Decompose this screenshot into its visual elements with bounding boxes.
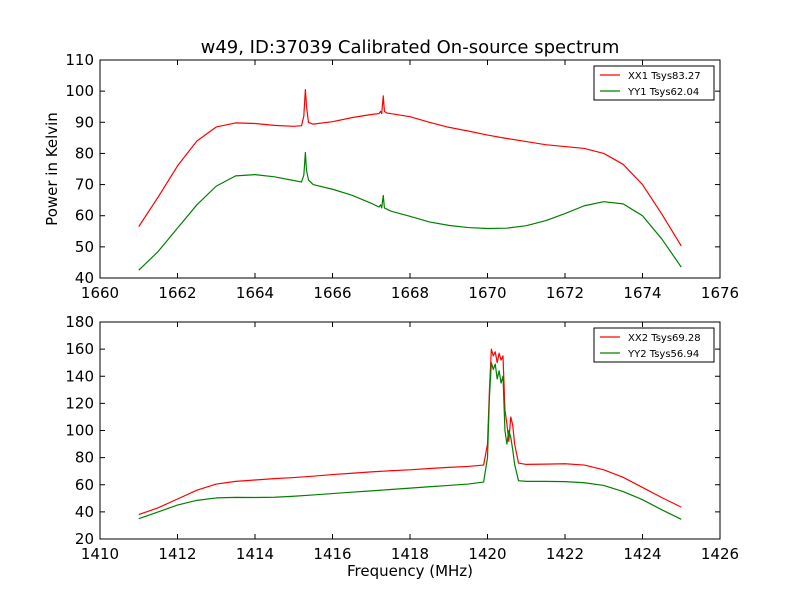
- x-tick-label: 1414: [236, 545, 274, 563]
- y-tick-label: 100: [65, 422, 94, 440]
- y-axis-label: Power in Kelvin: [43, 112, 61, 226]
- y-tick-label: 80: [75, 449, 94, 467]
- x-tick-label: 1674: [623, 284, 661, 302]
- x-tick-label: 1668: [391, 284, 429, 302]
- y-tick-label: 50: [75, 238, 94, 256]
- y-tick-label: 60: [75, 207, 94, 225]
- legend-box: [593, 65, 715, 101]
- x-tick-label: 1426: [701, 545, 739, 563]
- y-tick-label: 90: [75, 113, 94, 131]
- plot-1: 1660 1662 1664 1666 1668 1670 1672 1674 1676 40 50…: [43, 51, 739, 302]
- y-tick-label: 40: [75, 269, 94, 287]
- x-tick-label: 1676: [701, 284, 739, 302]
- y-tick-label: 100: [65, 82, 94, 100]
- x-axis-label: Frequency (MHz): [347, 562, 473, 580]
- x-tick-label: 1416: [313, 545, 351, 563]
- legend-label: YY2 Tsys56.94: [627, 349, 699, 360]
- y-tick-label: 110: [65, 51, 94, 69]
- x-tick-label: 1666: [313, 284, 351, 302]
- x-tick-label: 1672: [546, 284, 584, 302]
- plot-2: 1410 1412 1414 1416 1418 1420 1422 1424 1426 20 40…: [65, 313, 739, 580]
- series-line-1: [138, 348, 682, 516]
- figure-title: w49, ID:37039 Calibrated On-source spect…: [201, 37, 620, 58]
- y-tick-label: 140: [65, 367, 94, 385]
- y-tick-label: 80: [75, 144, 94, 162]
- x-tick-label: 1412: [158, 545, 196, 563]
- y-tick-label: 120: [65, 394, 94, 412]
- legend: XX1 Tsys83.27 YY1 Tsys62.04: [593, 65, 715, 101]
- y-tick-label: 180: [65, 313, 94, 331]
- x-tick-label: 1424: [623, 545, 661, 563]
- x-tick-label: 1410: [81, 545, 119, 563]
- x-tick-label: 1422: [546, 545, 584, 563]
- y-tick-label: 60: [75, 476, 94, 494]
- x-tick-label: 1662: [158, 284, 196, 302]
- x-tick-label: 1418: [391, 545, 429, 563]
- series-line-2: [138, 151, 682, 271]
- y-tick-label: 70: [75, 176, 94, 194]
- legend-box: [593, 327, 715, 363]
- x-tick-label: 1670: [468, 284, 506, 302]
- legend-label: YY1 Tsys62.04: [627, 87, 699, 98]
- y-tick-label: 40: [75, 503, 94, 521]
- legend-label: XX1 Tsys83.27: [628, 71, 701, 82]
- legend: XX2 Tsys69.28 YY2 Tsys56.94: [593, 327, 715, 363]
- x-tick-label: 1664: [236, 284, 274, 302]
- y-tick-label: 20: [75, 530, 94, 548]
- x-tick-label: 1420: [468, 545, 506, 563]
- legend-label: XX2 Tsys69.28: [628, 333, 701, 344]
- plots-layer: 1660 1662 1664 1666 1668 1670 1672 1674 1676 40 50…: [43, 51, 739, 580]
- series-line-2: [138, 362, 682, 520]
- series-line-1: [138, 88, 682, 247]
- y-tick-label: 160: [65, 340, 94, 358]
- x-tick-label: 1660: [81, 284, 119, 302]
